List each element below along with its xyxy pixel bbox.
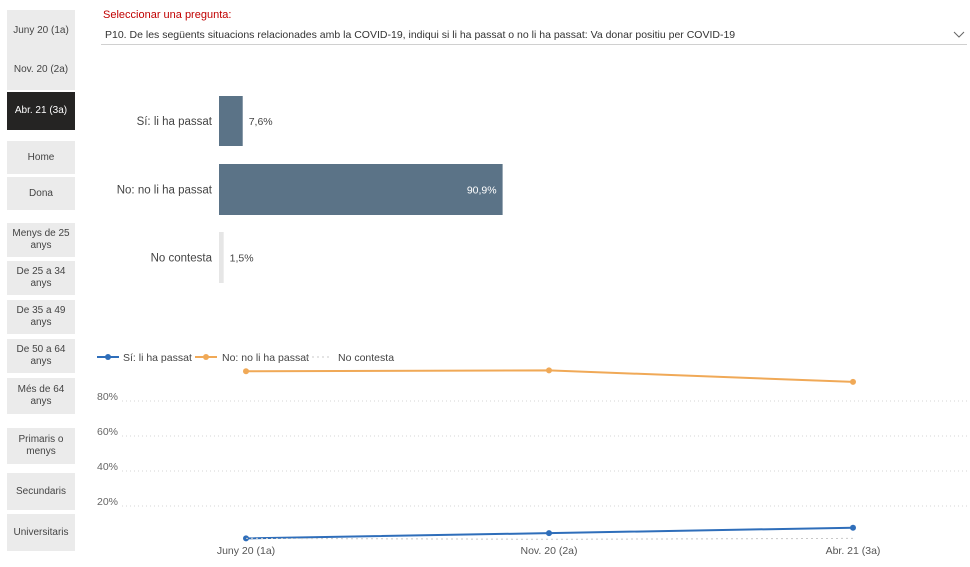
sidebar-item-de-25-a-34-anys[interactable]: De 25 a 34 anys bbox=[7, 261, 75, 295]
y-tick-label: 60% bbox=[97, 426, 118, 438]
data-point bbox=[850, 524, 856, 531]
sidebar-item-m-s-de-64-anys[interactable]: Més de 64 anys bbox=[7, 378, 75, 414]
legend-label: Sí: li ha passat bbox=[123, 352, 192, 364]
data-label: 90,9% bbox=[467, 185, 497, 197]
question-selector-label: Seleccionar una pregunta: bbox=[103, 9, 232, 21]
x-tick-label: Nov. 20 (2a) bbox=[521, 545, 578, 557]
series-line bbox=[245, 537, 854, 540]
question-dropdown[interactable]: P10. De les següents situacions relacion… bbox=[101, 26, 967, 45]
sidebar-item-abr-21-3a[interactable]: Abr. 21 (3a) bbox=[7, 92, 75, 130]
sidebar: Juny 20 (1a) Nov. 20 (2a) Abr. 21 (3a) Home… bbox=[0, 0, 82, 567]
question-dropdown-value: P10. De les següents situacions relacion… bbox=[105, 29, 736, 41]
bar bbox=[219, 96, 243, 146]
data-point bbox=[546, 367, 552, 374]
sidebar-item-secundaris[interactable]: Secundaris bbox=[7, 473, 75, 510]
data-label: 7,6% bbox=[249, 116, 273, 128]
y-tick-label: 80% bbox=[97, 391, 118, 403]
bar bbox=[219, 232, 224, 283]
bar-chart: Sí: li ha passat 7,6% No: no li ha passat 9… bbox=[117, 96, 503, 283]
category-label: Sí: li ha passat bbox=[137, 116, 213, 128]
sidebar-item-menys-de-25-anys[interactable]: Menys de 25 anys bbox=[7, 223, 75, 257]
data-point bbox=[243, 368, 249, 375]
legend-marker bbox=[105, 354, 111, 360]
x-tick-label: Juny 20 (1a) bbox=[217, 545, 275, 557]
chevron-down-icon bbox=[953, 31, 965, 38]
sidebar-item-juny-20-1a[interactable]: Juny 20 (1a) bbox=[7, 10, 75, 51]
y-tick-label: 20% bbox=[97, 496, 118, 508]
sidebar-item-de-35-a-49-anys[interactable]: De 35 a 49 anys bbox=[7, 300, 75, 334]
data-point bbox=[850, 378, 856, 385]
sidebar-item-nov-20-2a[interactable]: Nov. 20 (2a) bbox=[7, 50, 75, 90]
category-label: No contesta bbox=[151, 253, 213, 265]
sidebar-item-dona[interactable]: Dona bbox=[7, 177, 75, 210]
legend-label: No: no li ha passat bbox=[222, 352, 309, 364]
x-tick-label: Abr. 21 (3a) bbox=[826, 545, 881, 557]
sidebar-item-home[interactable]: Home bbox=[7, 141, 75, 174]
sidebar-item-de-50-a-64-anys[interactable]: De 50 a 64 anys bbox=[7, 339, 75, 373]
sidebar-item-primaris-o-menys[interactable]: Primaris o menys bbox=[7, 428, 75, 464]
data-point bbox=[546, 530, 552, 537]
y-tick-label: 40% bbox=[97, 461, 118, 473]
sidebar-item-universitaris[interactable]: Universitaris bbox=[7, 514, 75, 551]
data-label: 1,5% bbox=[230, 253, 254, 265]
legend-label: No contesta bbox=[338, 352, 394, 364]
legend-marker bbox=[203, 354, 209, 360]
bar bbox=[219, 164, 503, 215]
data-point bbox=[243, 535, 249, 542]
category-label: No: no li ha passat bbox=[117, 185, 213, 197]
